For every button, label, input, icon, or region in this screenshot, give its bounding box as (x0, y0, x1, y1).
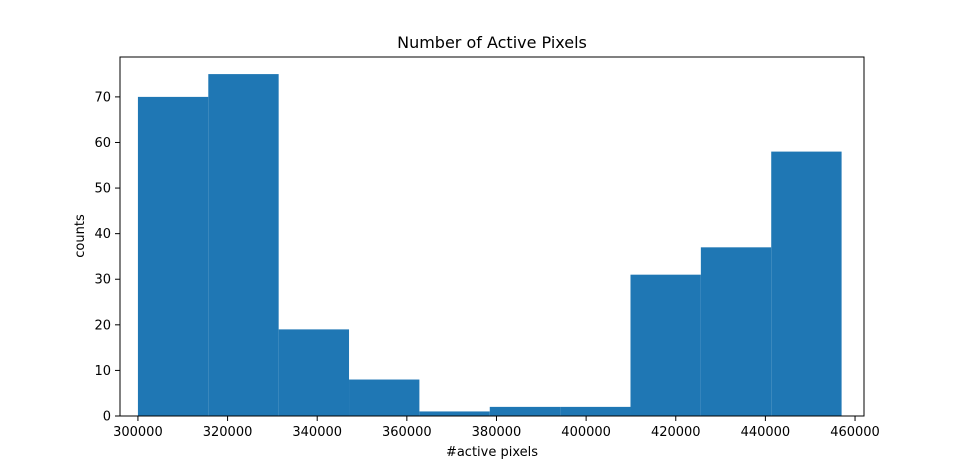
bars-group (137, 74, 842, 417)
histogram-bar (489, 406, 561, 416)
x-axis-ticks: 300000 320000 340000 360000 380000 400000 4200… (113, 416, 880, 440)
histogram-bar (630, 274, 701, 416)
histogram-bar (560, 406, 631, 416)
x-tick-label: 320000 (203, 425, 253, 440)
histogram-bar (208, 74, 279, 416)
x-tick-label: 340000 (292, 425, 342, 440)
histogram-bar (349, 379, 420, 416)
histogram-bar (137, 96, 209, 416)
y-tick-label: 50 (94, 182, 111, 197)
y-axis-label: counts (73, 214, 88, 258)
y-tick-label: 70 (94, 90, 111, 105)
plot-frame (119, 56, 865, 417)
histogram-bar (278, 329, 350, 416)
histogram-bar (419, 411, 490, 416)
histogram-bar (771, 151, 842, 417)
x-tick-label: 360000 (382, 425, 432, 440)
chart-title: Number of Active Pixels (397, 33, 587, 52)
y-tick-label: 30 (94, 273, 111, 288)
y-tick-label: 20 (94, 318, 111, 333)
y-axis-ticks: 0 10 20 30 40 50 60 70 (94, 90, 120, 425)
y-tick-label: 40 (94, 227, 111, 242)
x-axis-label: #active pixels (446, 445, 538, 460)
y-tick-label: 60 (94, 136, 111, 151)
histogram-bar (700, 247, 772, 416)
x-tick-label: 400000 (561, 425, 611, 440)
y-tick-label: 10 (94, 364, 111, 379)
x-tick-label: 420000 (651, 425, 701, 440)
x-tick-label: 440000 (741, 425, 791, 440)
x-tick-label: 460000 (830, 425, 880, 440)
x-tick-label: 380000 (472, 425, 522, 440)
x-tick-label: 300000 (113, 425, 163, 440)
y-tick-label: 0 (103, 410, 111, 425)
